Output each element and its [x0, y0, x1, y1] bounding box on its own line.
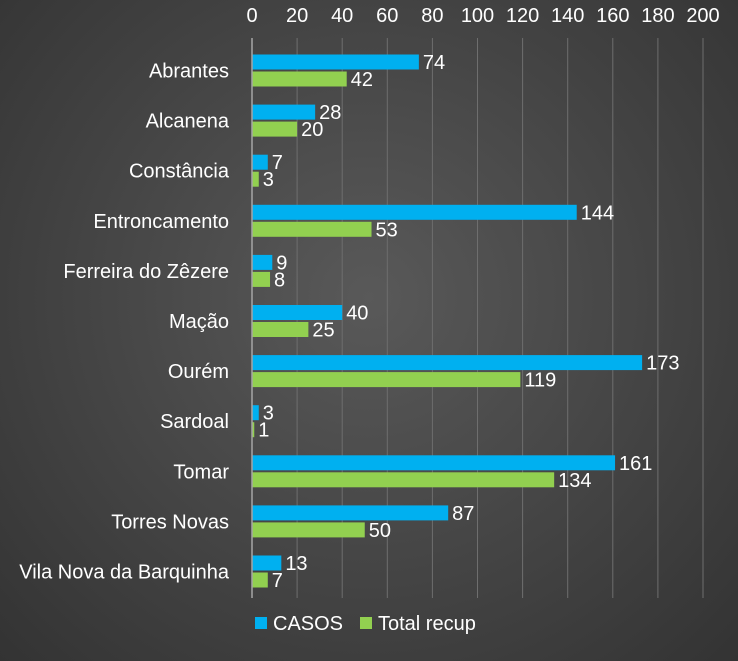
data-label: 25: [312, 320, 334, 342]
data-label: 40: [346, 303, 368, 325]
data-label: 3: [263, 403, 274, 425]
category-label: Tomar: [173, 461, 229, 483]
data-label: 134: [558, 470, 591, 492]
legend-label: Total recup: [378, 613, 476, 635]
x-axis-tick-labels: 0 20 40 60 80 100 120 140 160 180 200: [246, 5, 719, 27]
x-tick-label: 200: [686, 5, 719, 27]
x-tick-label: 80: [421, 5, 443, 27]
category-label: Constância: [129, 161, 230, 183]
bar-total-recup: [252, 171, 259, 187]
bar-total-recup: [252, 422, 255, 438]
bar-casos: [252, 355, 643, 371]
data-label: 7: [272, 152, 283, 174]
data-label: 144: [581, 202, 614, 224]
bar-total-recup: [252, 271, 271, 287]
x-tick-label: 60: [376, 5, 398, 27]
bar-casos: [252, 104, 316, 120]
bar-total-recup: [252, 121, 298, 137]
bar-total-recup: [252, 472, 555, 488]
data-label: 42: [351, 69, 373, 91]
bar-total-recup: [252, 372, 521, 388]
data-label: 161: [619, 453, 652, 475]
data-label: 74: [423, 52, 445, 74]
category-labels: Abrantes Alcanena Constância Entroncamento F…: [19, 61, 230, 584]
bar-casos: [252, 204, 577, 220]
category-label: Entroncamento: [93, 211, 229, 233]
gridlines: [296, 38, 704, 598]
legend-swatch: [360, 617, 372, 629]
x-tick-label: 140: [551, 5, 584, 27]
bar-casos: [252, 305, 343, 320]
data-label: 7: [272, 570, 283, 592]
bar-casos: [252, 455, 616, 471]
bars: [252, 54, 643, 588]
x-tick-label: 120: [506, 5, 539, 27]
data-label: 13: [285, 553, 307, 575]
bar-total-recup: [252, 71, 347, 87]
data-label: 28: [319, 102, 341, 124]
category-label: Ourém: [168, 361, 229, 383]
category-label: Abrantes: [149, 61, 229, 83]
bar-total-recup: [252, 322, 309, 337]
x-tick-label: 0: [246, 5, 257, 27]
legend-label: CASOS: [273, 613, 343, 635]
data-labels: 7442282073144539840251731193116113487501…: [258, 52, 679, 592]
category-label: Vila Nova da Barquinha: [19, 562, 230, 584]
bar-total-recup: [252, 221, 372, 237]
data-label: 9: [276, 252, 287, 274]
data-label: 8: [274, 269, 285, 291]
bar-casos: [252, 505, 449, 521]
category-label: Mação: [169, 311, 229, 333]
bar-casos: [252, 154, 268, 170]
x-tick-label: 100: [461, 5, 494, 27]
legend-swatch: [255, 617, 267, 629]
category-label: Ferreira do Zêzere: [63, 261, 229, 283]
bar-casos: [252, 555, 282, 571]
category-label: Torres Novas: [111, 511, 229, 533]
x-tick-label: 40: [331, 5, 353, 27]
data-label: 50: [369, 520, 391, 542]
bar-total-recup: [252, 522, 365, 538]
data-label: 1: [258, 420, 269, 442]
x-tick-label: 180: [641, 5, 674, 27]
data-label: 173: [646, 353, 679, 375]
bar-casos: [252, 54, 419, 70]
x-tick-label: 20: [286, 5, 308, 27]
legend: CASOS Total recup: [255, 613, 476, 635]
data-label: 53: [376, 219, 398, 241]
bar-total-recup: [252, 572, 268, 588]
data-label: 87: [452, 503, 474, 525]
data-label: 20: [301, 119, 323, 141]
data-label: 119: [524, 370, 556, 392]
category-label: Sardoal: [160, 411, 229, 433]
bar-casos: [252, 254, 273, 270]
bar-casos: [252, 405, 259, 421]
category-label: Alcanena: [146, 111, 230, 133]
data-label: 3: [263, 169, 274, 191]
x-tick-label: 160: [596, 5, 629, 27]
